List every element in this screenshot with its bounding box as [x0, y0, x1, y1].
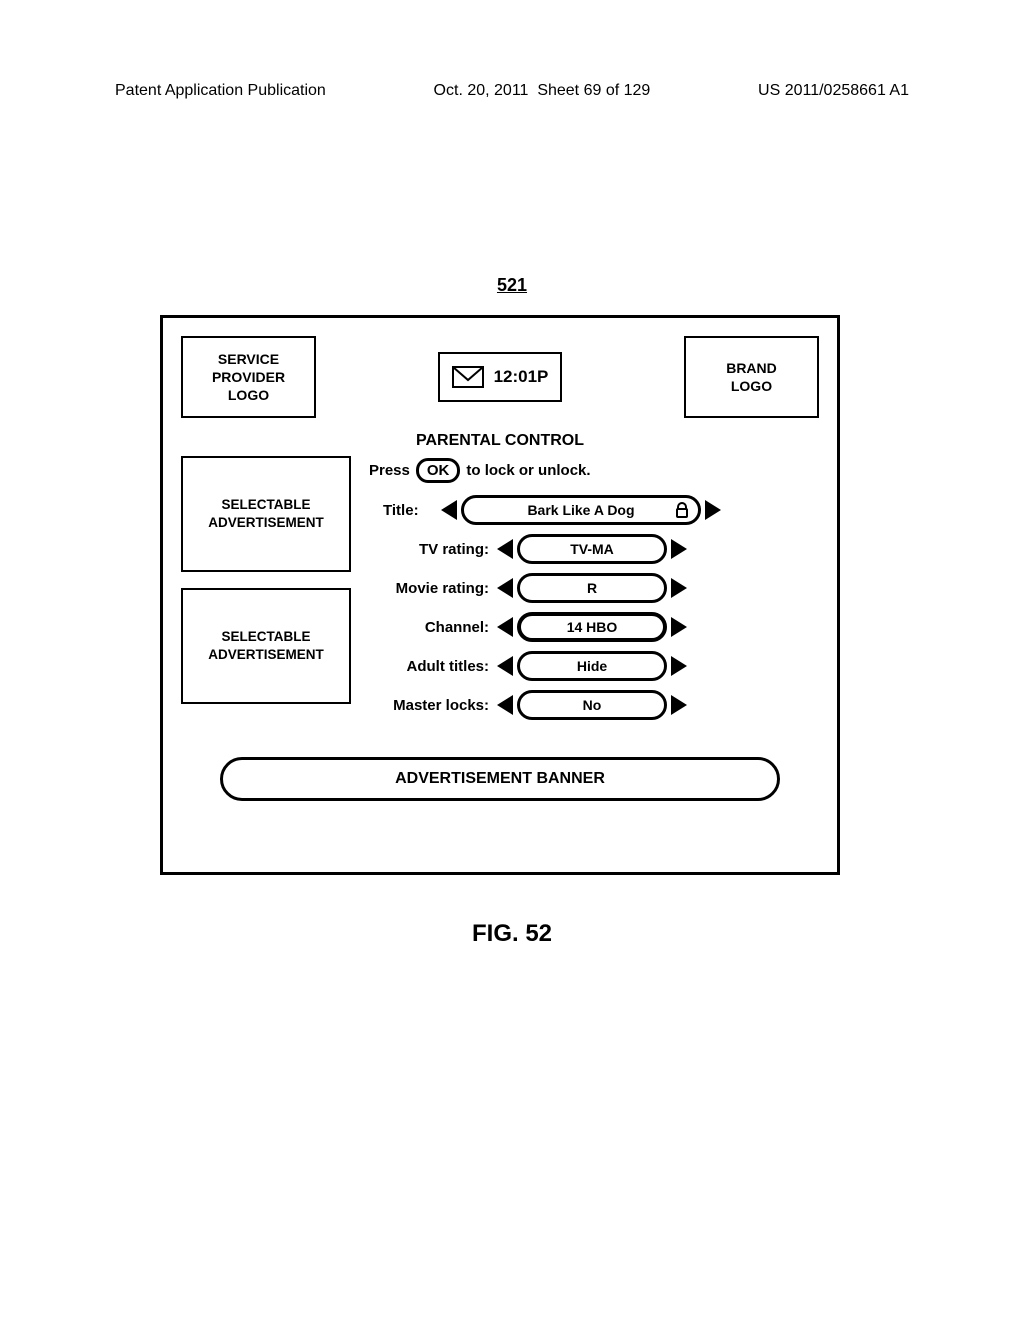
service-provider-logo: SERVICE PROVIDER LOGO: [181, 336, 316, 418]
clock-box: 12:01P: [438, 352, 563, 402]
patent-header: Patent Application Publication Oct. 20, …: [115, 82, 909, 100]
section-title: PARENTAL CONTROL: [181, 432, 819, 450]
arrow-left-icon[interactable]: [441, 500, 457, 520]
figure-label: FIG. 52: [0, 920, 1024, 948]
arrow-left-icon[interactable]: [497, 578, 513, 598]
option-label: Adult titles:: [369, 658, 489, 675]
option-value-tv-rating[interactable]: TV-MA: [517, 534, 667, 564]
option-value-adult-titles[interactable]: Hide: [517, 651, 667, 681]
option-row-title: Title: Bark Like A Dog: [369, 495, 819, 525]
option-value-movie-rating[interactable]: R: [517, 573, 667, 603]
option-label: TV rating:: [369, 541, 489, 558]
lock-icon: [674, 502, 690, 518]
option-row-channel: Channel: 14 HBO: [369, 612, 819, 642]
option-label: Movie rating:: [369, 580, 489, 597]
controls-panel: Press OK to lock or unlock. Title: Bark …: [369, 456, 819, 729]
option-row-master-locks: Master locks: No: [369, 690, 819, 720]
page-date-sheet: Oct. 20, 2011 Sheet 69 of 129: [434, 82, 651, 100]
mail-icon: [452, 366, 484, 388]
option-value-channel[interactable]: 14 HBO: [517, 612, 667, 642]
option-row-adult-titles: Adult titles: Hide: [369, 651, 819, 681]
arrow-right-icon[interactable]: [671, 539, 687, 559]
arrow-left-icon[interactable]: [497, 656, 513, 676]
option-label: Master locks:: [369, 697, 489, 714]
advertisement-banner[interactable]: ADVERTISEMENT BANNER: [220, 757, 780, 801]
brand-logo: BRAND LOGO: [684, 336, 819, 418]
arrow-right-icon[interactable]: [705, 500, 721, 520]
time-label: 12:01P: [494, 367, 549, 387]
arrow-right-icon[interactable]: [671, 578, 687, 598]
publication-type: Patent Application Publication: [115, 82, 326, 100]
option-label: Title:: [383, 502, 433, 519]
option-label: Channel:: [369, 619, 489, 636]
patent-number: US 2011/0258661 A1: [758, 82, 909, 100]
arrow-right-icon[interactable]: [671, 617, 687, 637]
option-row-movie-rating: Movie rating: R: [369, 573, 819, 603]
ok-button-icon: OK: [416, 458, 461, 483]
selectable-ad-2[interactable]: SELECTABLE ADVERTISEMENT: [181, 588, 351, 704]
arrow-left-icon[interactable]: [497, 617, 513, 637]
arrow-left-icon[interactable]: [497, 539, 513, 559]
selectable-ad-1[interactable]: SELECTABLE ADVERTISEMENT: [181, 456, 351, 572]
instruction-line: Press OK to lock or unlock.: [369, 458, 819, 483]
reference-number: 521: [0, 275, 1024, 296]
ad-column: SELECTABLE ADVERTISEMENT SELECTABLE ADVE…: [181, 456, 351, 729]
option-row-tv-rating: TV rating: TV-MA: [369, 534, 819, 564]
arrow-left-icon[interactable]: [497, 695, 513, 715]
option-value-master-locks[interactable]: No: [517, 690, 667, 720]
arrow-right-icon[interactable]: [671, 695, 687, 715]
screen-frame: SERVICE PROVIDER LOGO 12:01P BRAND LOGO …: [160, 315, 840, 875]
option-value-title[interactable]: Bark Like A Dog: [461, 495, 701, 525]
arrow-right-icon[interactable]: [671, 656, 687, 676]
content-row: SELECTABLE ADVERTISEMENT SELECTABLE ADVE…: [181, 456, 819, 729]
header-row: SERVICE PROVIDER LOGO 12:01P BRAND LOGO: [181, 336, 819, 418]
